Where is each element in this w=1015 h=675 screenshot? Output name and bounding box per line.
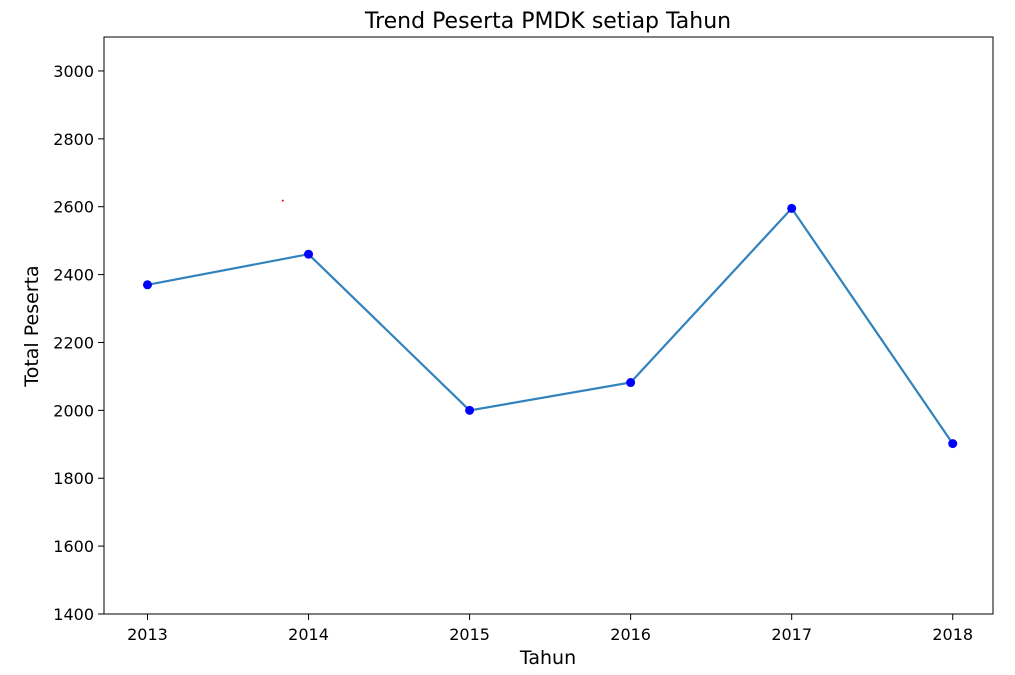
y-tick-label: 1800 (53, 469, 94, 488)
y-tick-label: 1400 (53, 605, 94, 624)
data-point (948, 439, 958, 449)
x-tick-label: 2016 (610, 625, 651, 644)
chart-title: Trend Peserta PMDK setiap Tahun (364, 9, 731, 34)
x-tick-label: 2013 (127, 625, 168, 644)
stray-point (281, 199, 284, 202)
x-tick-label: 2014 (288, 625, 329, 644)
plot-frame (103, 36, 994, 615)
plot-area (142, 199, 958, 449)
y-tick-label: 2400 (53, 266, 94, 285)
data-point (626, 378, 636, 388)
x-axis: 2013 2014 2015 2016 2017 2018 (127, 614, 973, 644)
y-tick-label: 1600 (53, 537, 94, 556)
data-point (142, 280, 152, 290)
data-point (787, 203, 797, 213)
x-tick-label: 2017 (771, 625, 812, 644)
x-tick-label: 2015 (449, 625, 490, 644)
y-tick-label: 3000 (53, 62, 94, 81)
x-tick-label: 2018 (932, 625, 973, 644)
y-axis-label: Total Peserta (21, 265, 43, 387)
y-axis: 1400 1600 1800 2000 2200 2400 2600 2800 3000 (53, 62, 104, 624)
series-line (147, 206, 954, 445)
y-tick-label: 2600 (53, 198, 94, 217)
y-tick-label: 2200 (53, 333, 94, 352)
x-axis-label: Tahun (519, 647, 576, 669)
data-point (465, 405, 475, 415)
data-point (304, 249, 314, 259)
y-tick-label: 2800 (53, 130, 94, 149)
y-tick-label: 2000 (53, 401, 94, 420)
